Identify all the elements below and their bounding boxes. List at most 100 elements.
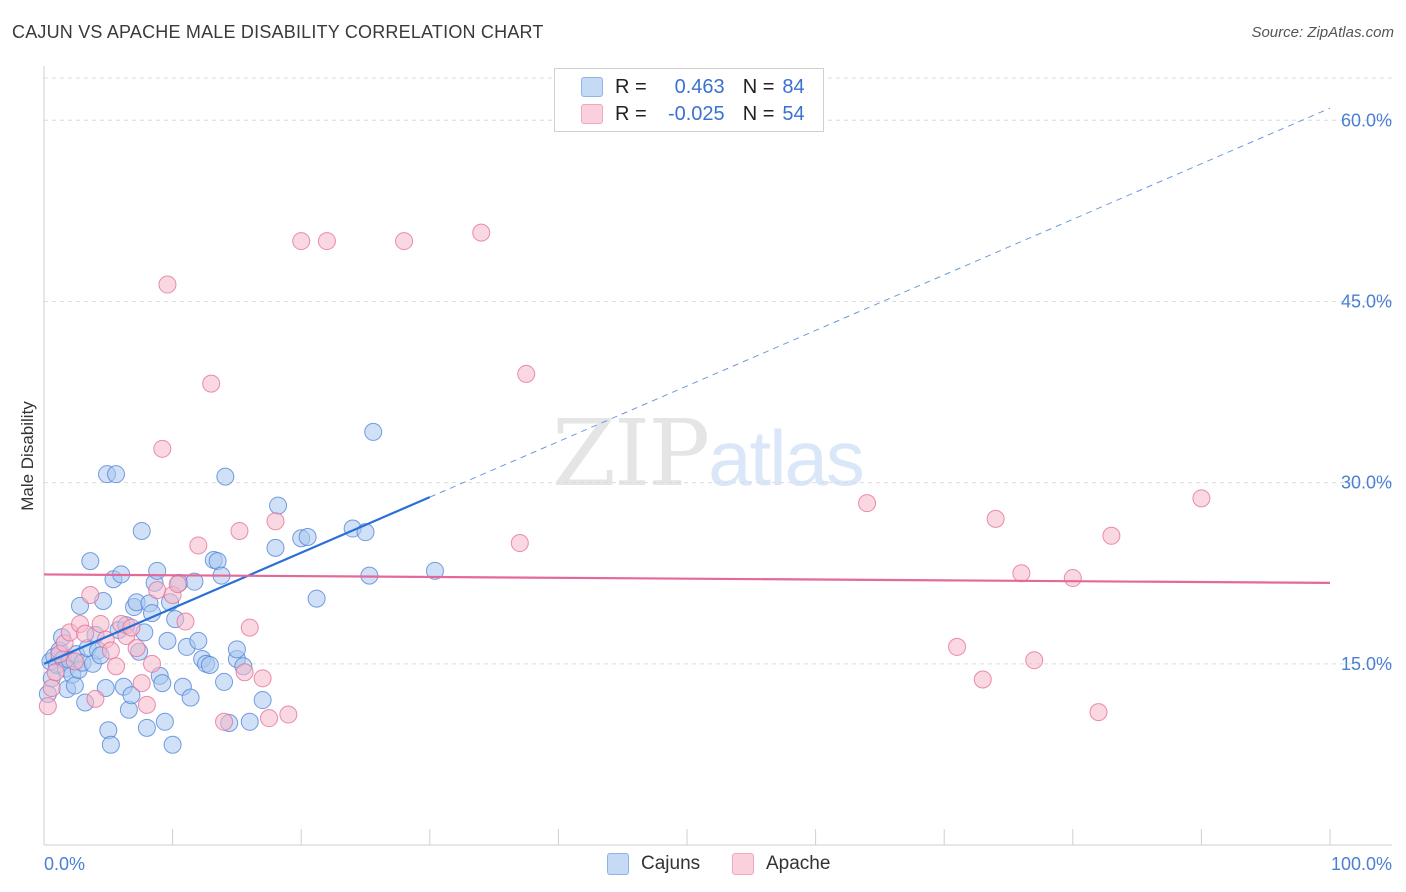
apache-point bbox=[65, 652, 84, 671]
cajuns-point bbox=[266, 538, 285, 557]
cajuns-point bbox=[107, 465, 126, 484]
y-tick-label: 45.0% bbox=[1341, 291, 1392, 311]
x-tick-label: 100.0% bbox=[1331, 854, 1392, 874]
cajuns-point bbox=[163, 735, 182, 754]
apache-point bbox=[46, 663, 65, 682]
cajuns-point bbox=[189, 631, 208, 650]
bottom-legend-swatch-apache bbox=[732, 853, 754, 875]
apache-point bbox=[86, 689, 105, 708]
cajuns-point bbox=[425, 561, 444, 580]
apache-point bbox=[395, 232, 414, 251]
y-tick-label: 60.0% bbox=[1341, 110, 1392, 130]
cajuns-point bbox=[155, 712, 174, 731]
cajuns-trendline bbox=[43, 496, 431, 665]
legend-n-value: 54 bbox=[782, 102, 805, 125]
bottom-legend-apache: Apache bbox=[732, 852, 830, 876]
apache-point bbox=[292, 232, 311, 251]
apache-point bbox=[91, 614, 110, 633]
y-tick-label: 15.0% bbox=[1341, 654, 1392, 674]
bottom-legend-label-cajuns: Cajuns bbox=[641, 853, 701, 874]
bottom-legend-label-apache: Apache bbox=[766, 853, 831, 874]
legend-n-value: 84 bbox=[782, 75, 805, 98]
apache-point bbox=[76, 624, 95, 643]
apache-point bbox=[158, 275, 177, 294]
cajuns-point bbox=[240, 712, 259, 731]
apache-point bbox=[517, 364, 536, 383]
apache-point bbox=[1102, 526, 1121, 545]
apache-point bbox=[986, 509, 1005, 528]
bottom-legend-cajuns: Cajuns bbox=[607, 852, 700, 876]
chart-title: CAJUN VS APACHE MALE DISABILITY CORRELAT… bbox=[12, 22, 544, 42]
chart-source: Source: ZipAtlas.com bbox=[1251, 24, 1394, 41]
cajuns-point bbox=[122, 686, 141, 705]
cajuns-point bbox=[307, 589, 326, 608]
cajuns-point bbox=[356, 523, 375, 542]
cajuns-point bbox=[298, 527, 317, 546]
cajuns-point bbox=[253, 691, 272, 710]
watermark: ZIPatlas bbox=[552, 400, 865, 507]
apache-point bbox=[215, 712, 234, 731]
apache-point bbox=[38, 697, 57, 716]
legend-swatch-apache bbox=[581, 104, 603, 124]
watermark-zip: ZIP bbox=[552, 400, 710, 507]
cajuns-point bbox=[148, 561, 167, 580]
apache-point bbox=[1063, 569, 1082, 588]
apache-point bbox=[132, 674, 151, 693]
apache-point bbox=[143, 654, 162, 673]
apache-point bbox=[107, 657, 126, 676]
apache-point bbox=[230, 521, 249, 540]
apache-point bbox=[148, 581, 167, 600]
cajuns-point bbox=[216, 467, 235, 486]
y-tick-label: 30.0% bbox=[1341, 473, 1392, 493]
legend-n-label: N = bbox=[742, 102, 775, 125]
apache-point bbox=[240, 618, 259, 637]
apache-point bbox=[81, 585, 100, 604]
cajuns-point bbox=[364, 422, 383, 441]
correlation-legend: R = 0.463 N = 84 R = -0.025 N = 54 bbox=[554, 68, 824, 132]
apache-point bbox=[858, 494, 877, 513]
apache-point bbox=[42, 678, 61, 697]
apache-point bbox=[153, 439, 172, 458]
apache-point bbox=[101, 641, 120, 660]
apache-point bbox=[176, 612, 195, 631]
apache-point bbox=[472, 223, 491, 242]
apache-point bbox=[973, 670, 992, 689]
cajuns-point bbox=[137, 718, 156, 737]
legend-n-label: N = bbox=[742, 75, 775, 98]
cajuns-point bbox=[65, 676, 84, 695]
legend-swatch-cajuns bbox=[581, 77, 603, 97]
apache-point bbox=[1025, 651, 1044, 670]
cajuns-point bbox=[101, 735, 120, 754]
apache-point bbox=[253, 669, 272, 688]
apache-point bbox=[1192, 489, 1211, 508]
apache-point bbox=[235, 663, 254, 682]
apache-point bbox=[317, 232, 336, 251]
apache-point bbox=[137, 695, 156, 714]
apache-point bbox=[260, 709, 279, 728]
apache-point bbox=[279, 705, 298, 724]
apache-point bbox=[266, 512, 285, 531]
cajuns-point bbox=[215, 672, 234, 691]
cajuns-point bbox=[153, 674, 172, 693]
x-tick-label: 0.0% bbox=[44, 854, 85, 874]
legend-r-label: R = bbox=[615, 75, 647, 98]
apache-point bbox=[202, 374, 221, 393]
apache-trendline bbox=[43, 573, 1331, 584]
apache-point bbox=[510, 534, 529, 553]
watermark-atlas: atlas bbox=[708, 414, 865, 502]
legend-row-apache: R = -0.025 N = 54 bbox=[581, 102, 805, 126]
apache-point bbox=[948, 637, 967, 656]
apache-point bbox=[127, 639, 146, 658]
cajuns-trendline-extension bbox=[429, 107, 1331, 498]
apache-point bbox=[189, 536, 208, 555]
legend-row-cajuns: R = 0.463 N = 84 bbox=[581, 75, 805, 99]
cajuns-point bbox=[132, 521, 151, 540]
legend-r-value: 0.463 bbox=[674, 75, 725, 98]
cajuns-point bbox=[81, 552, 100, 571]
legend-r-value: -0.025 bbox=[667, 102, 725, 125]
apache-point bbox=[1089, 703, 1108, 722]
cajuns-point bbox=[158, 631, 177, 650]
cajuns-point bbox=[227, 640, 246, 659]
cajuns-point bbox=[200, 656, 219, 675]
